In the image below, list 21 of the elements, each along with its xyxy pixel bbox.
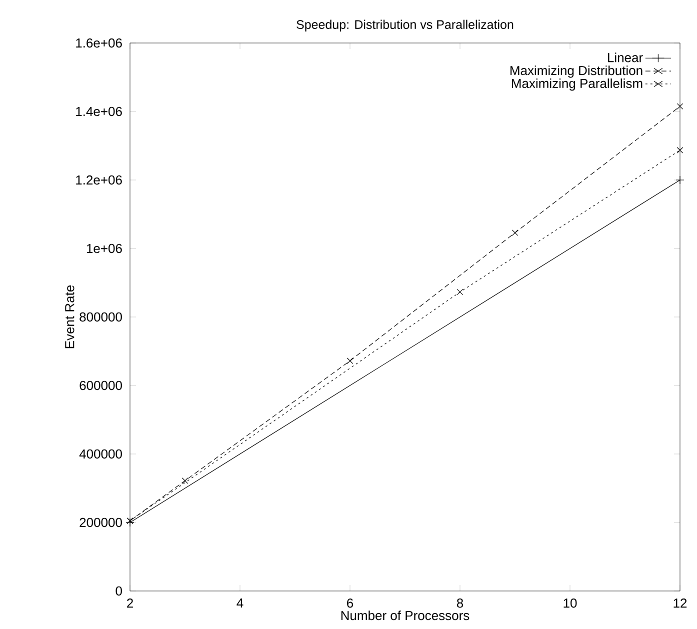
legend-label: Maximizing Distribution bbox=[510, 66, 642, 78]
y-tick-label: 1e+06 bbox=[86, 244, 122, 254]
y-tick-label: 400000 bbox=[79, 449, 122, 459]
x-tick-label: 2 bbox=[127, 598, 133, 608]
chart-title: Speedup: Distribution vs Parallelization bbox=[296, 20, 514, 32]
x-tick-label: 10 bbox=[564, 598, 577, 608]
x-tick-label: 4 bbox=[236, 598, 244, 608]
y-axis-title: Event Rate bbox=[65, 285, 74, 348]
y-tick-label: 0 bbox=[116, 586, 122, 596]
x-tick-label: 12 bbox=[674, 598, 687, 608]
legend-label: Maximizing Parallelism bbox=[512, 78, 642, 91]
y-tick-label: 600000 bbox=[80, 380, 122, 390]
y-tick-label: 800000 bbox=[80, 312, 122, 322]
y-tick-label: 1.6e+06 bbox=[76, 38, 122, 48]
y-tick-label: 1.2e+06 bbox=[76, 175, 122, 185]
y-tick-label: 1.4e+06 bbox=[76, 106, 122, 116]
legend-label: Linear bbox=[608, 52, 643, 62]
x-axis-title: Number of Processors bbox=[341, 610, 470, 620]
y-tick-label: 200000 bbox=[80, 518, 122, 528]
x-tick-label: 6 bbox=[347, 598, 354, 608]
x-tick-label: 8 bbox=[456, 598, 464, 608]
